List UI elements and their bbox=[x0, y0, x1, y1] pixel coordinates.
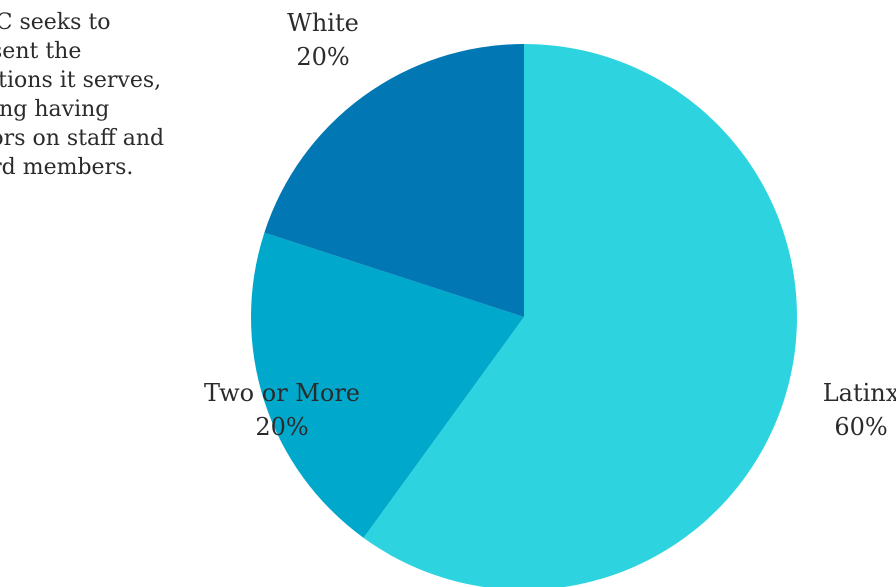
intro-line: JJC seeks to bbox=[0, 10, 111, 35]
intro-line: ding having bbox=[0, 97, 110, 122]
slice-label-latinx: Latinx 60% bbox=[796, 376, 896, 444]
pie-slices bbox=[250, 44, 797, 587]
slice-name: White bbox=[287, 9, 359, 37]
intro-line: ard members. bbox=[0, 155, 134, 180]
slice-percent: 20% bbox=[255, 413, 309, 441]
intro-text: JJC seeks to esent the lations it serves… bbox=[0, 8, 230, 182]
intro-line: lations it serves, bbox=[0, 68, 162, 93]
slice-label-two-or-more: Two or More 20% bbox=[176, 376, 388, 444]
slice-label-white: White 20% bbox=[268, 6, 378, 74]
intro-line: vors on staff and bbox=[0, 126, 165, 151]
slice-percent: 60% bbox=[834, 413, 888, 441]
intro-line: esent the bbox=[0, 39, 82, 64]
pie-slice-white bbox=[264, 44, 524, 317]
pie-slice-latinx bbox=[363, 44, 797, 587]
slice-name: Latinx bbox=[822, 379, 896, 407]
pie-slice-two-or-more bbox=[250, 232, 524, 538]
slice-name: Two or More bbox=[203, 379, 361, 407]
slice-percent: 20% bbox=[296, 43, 350, 71]
